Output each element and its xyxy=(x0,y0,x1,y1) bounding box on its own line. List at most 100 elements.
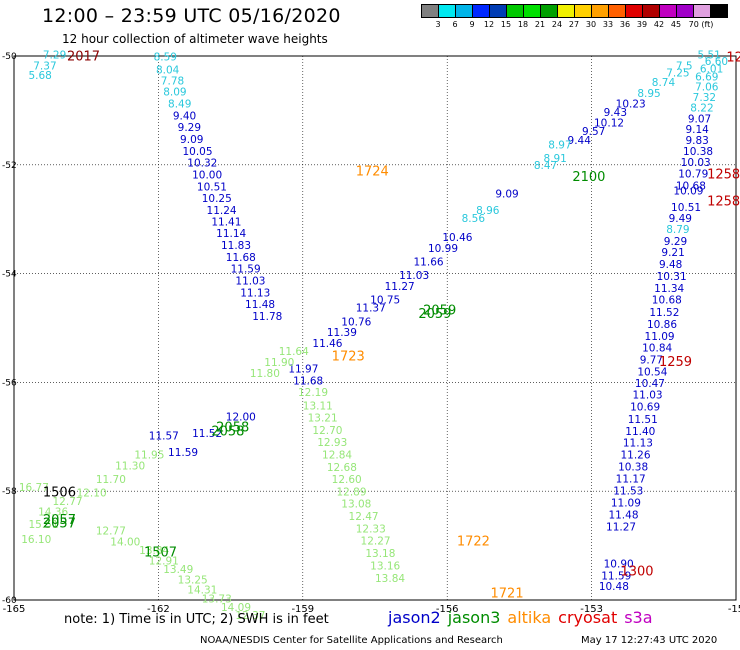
wave-height-label: 14.31 xyxy=(187,584,217,596)
wave-height-label: 10.86 xyxy=(647,319,677,331)
color-scale-label: 3 xyxy=(435,20,441,29)
wave-height-label: 11.26 xyxy=(620,450,650,462)
wave-height-label: 13.84 xyxy=(375,573,405,585)
wave-height-label: 13.84 xyxy=(139,545,169,557)
wave-height-label: 11.39 xyxy=(327,327,357,339)
color-scale-label: 33 xyxy=(602,20,614,29)
wave-height-label: 13.16 xyxy=(370,561,400,573)
color-scale-label: 6 xyxy=(452,20,458,29)
wave-height-label: 8.49 xyxy=(168,99,191,111)
pass-time-label: 1259 xyxy=(659,355,692,370)
wave-height-label: 7.37 xyxy=(33,61,56,73)
wave-height-label: 10.05 xyxy=(182,146,212,158)
color-scale-label: 27 xyxy=(568,20,580,29)
wave-height-label: 6.60 xyxy=(705,56,728,68)
wave-height-label: 11.27 xyxy=(385,281,415,293)
x-tick-label: -156 xyxy=(436,604,459,615)
pass-time-label: 1507 xyxy=(144,545,177,560)
pass-time-label: 1300 xyxy=(620,565,653,580)
wave-height-label: 10.48 xyxy=(599,581,629,593)
wave-height-label: 9.09 xyxy=(495,188,518,200)
wave-height-label: 11.13 xyxy=(623,438,653,450)
credit-text: NOAA/NESDIS Center for Satellite Applica… xyxy=(200,635,503,646)
wave-height-label: 11.34 xyxy=(654,283,684,295)
wave-height-label: 9.83 xyxy=(685,135,708,147)
pass-time-label: 2017 xyxy=(67,49,100,64)
wave-height-label: 11.53 xyxy=(613,485,643,497)
wave-height-label: 11.97 xyxy=(288,364,318,376)
wave-height-label: 11.64 xyxy=(279,346,309,358)
wave-height-label: 16.77 xyxy=(19,482,49,494)
wave-height-label: 12.00 xyxy=(226,411,256,423)
color-scale-label: 18 xyxy=(517,20,529,29)
wave-height-label: 10.69 xyxy=(630,402,660,414)
wave-height-label: 10.51 xyxy=(197,181,227,193)
y-tick-label: -54 xyxy=(2,270,17,280)
wave-height-label: 11.68 xyxy=(293,376,323,388)
wave-height-label: 14.00 xyxy=(110,537,140,549)
wave-height-label: 8.47 xyxy=(534,160,557,172)
pass-time-label: 1257 xyxy=(726,50,740,65)
wave-height-label: 10.32 xyxy=(187,157,217,169)
wave-height-label: 10.90 xyxy=(604,558,634,570)
wave-height-label: 11.48 xyxy=(245,299,275,311)
wave-height-label: 13.18 xyxy=(365,548,395,560)
color-swatch xyxy=(710,4,728,18)
y-tick-label: -52 xyxy=(2,161,17,171)
wave-height-label: 7.32 xyxy=(693,92,716,104)
wave-height-label: 11.68 xyxy=(226,252,256,264)
wave-height-label: 10.38 xyxy=(618,462,648,474)
wave-height-label: 9.43 xyxy=(604,107,627,119)
wave-height-label: 10.00 xyxy=(192,169,222,181)
wave-height-label: 9.21 xyxy=(661,247,684,259)
wave-height-label: 11.52 xyxy=(649,307,679,319)
y-tick-label: -50 xyxy=(2,52,17,62)
wave-height-label: 8.91 xyxy=(543,153,566,165)
wave-height-label: 11.59 xyxy=(168,447,198,459)
wave-height-label: 11.57 xyxy=(149,431,179,443)
pass-time-label: 2058 xyxy=(216,420,249,435)
wave-height-label: 10.75 xyxy=(370,295,400,307)
wave-height-label: 10.99 xyxy=(428,243,458,255)
wave-height-label: 12.77 xyxy=(53,496,83,508)
wave-height-label: 10.38 xyxy=(683,146,713,158)
color-scale-label: 45 xyxy=(670,20,682,29)
x-tick-label: -162 xyxy=(147,604,170,615)
color-scale-label: 21 xyxy=(534,20,546,29)
wave-height-label: 13.49 xyxy=(163,564,193,576)
color-scale-label: 24 xyxy=(551,20,563,29)
wave-height-label: 11.09 xyxy=(611,497,641,509)
satellite-legend: jason2 jason3 altika cryosat s3a xyxy=(388,608,660,627)
x-tick-label: -159 xyxy=(291,604,314,615)
wave-height-label: 10.68 xyxy=(676,180,706,192)
legend-entry-cryosat: cryosat xyxy=(558,608,618,627)
wave-height-label: 10.51 xyxy=(671,202,701,214)
wave-height-label: 8.79 xyxy=(666,224,689,236)
wave-height-label: 6.01 xyxy=(700,63,723,75)
y-tick-label: -56 xyxy=(2,378,17,388)
wave-height-label: 12.33 xyxy=(356,524,386,536)
wave-height-label: 6.69 xyxy=(695,71,718,83)
pass-time-label: 2057 xyxy=(43,517,76,532)
color-scale-label: 39 xyxy=(636,20,648,29)
wave-height-label: 13.73 xyxy=(202,594,232,606)
wave-height-label: 9.29 xyxy=(178,122,201,134)
wave-height-label: 10.47 xyxy=(635,378,665,390)
wave-height-label: 11.59 xyxy=(231,264,261,276)
pass-time-label: 2057 xyxy=(43,513,76,528)
page-subtitle: 12 hour collection of altimeter wave hei… xyxy=(62,32,328,46)
wave-height-label: 8.97 xyxy=(548,139,571,151)
wave-height-label: 12.60 xyxy=(332,474,362,486)
pass-time-label: 1258 xyxy=(707,167,740,182)
wave-height-label: 9.57 xyxy=(582,126,605,138)
wave-height-label: 15.51 xyxy=(28,519,58,531)
wave-height-label: 10.03 xyxy=(681,157,711,169)
wave-height-label: 10.46 xyxy=(442,232,472,244)
wave-height-label: 16.10 xyxy=(21,534,51,546)
wave-height-label: 7.06 xyxy=(695,81,719,93)
pass-time-label: 2059 xyxy=(423,303,456,318)
wave-height-label: 10.23 xyxy=(616,99,646,111)
wave-height-label: 11.51 xyxy=(628,414,658,426)
wave-height-label: 13.25 xyxy=(178,575,208,587)
